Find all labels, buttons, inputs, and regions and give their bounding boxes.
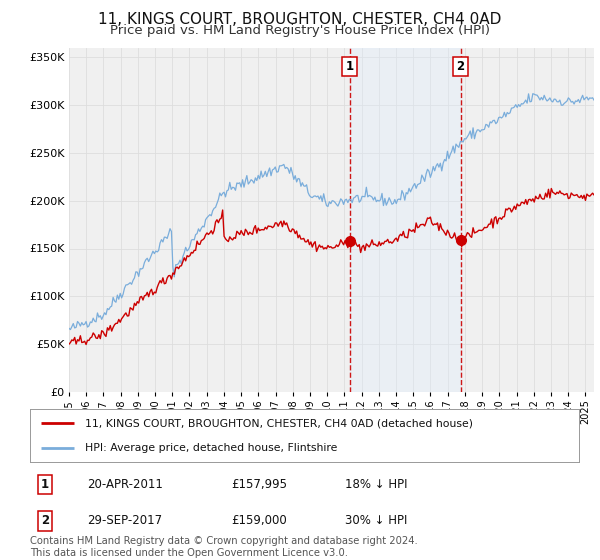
Text: 11, KINGS COURT, BROUGHTON, CHESTER, CH4 0AD (detached house): 11, KINGS COURT, BROUGHTON, CHESTER, CH4…	[85, 418, 473, 428]
Text: 1: 1	[346, 60, 353, 73]
Text: £157,995: £157,995	[231, 478, 287, 491]
Text: Contains HM Land Registry data © Crown copyright and database right 2024.
This d: Contains HM Land Registry data © Crown c…	[30, 536, 418, 558]
Text: 11, KINGS COURT, BROUGHTON, CHESTER, CH4 0AD: 11, KINGS COURT, BROUGHTON, CHESTER, CH4…	[98, 12, 502, 27]
Text: 20-APR-2011: 20-APR-2011	[87, 478, 163, 491]
Text: 2: 2	[41, 514, 49, 528]
Text: HPI: Average price, detached house, Flintshire: HPI: Average price, detached house, Flin…	[85, 442, 337, 452]
Text: 2: 2	[457, 60, 464, 73]
Text: 1: 1	[41, 478, 49, 491]
Text: 30% ↓ HPI: 30% ↓ HPI	[345, 514, 407, 528]
Text: Price paid vs. HM Land Registry's House Price Index (HPI): Price paid vs. HM Land Registry's House …	[110, 24, 490, 36]
Bar	[350, 48, 461, 392]
Text: £159,000: £159,000	[231, 514, 287, 528]
Text: 18% ↓ HPI: 18% ↓ HPI	[345, 478, 407, 491]
Text: 29-SEP-2017: 29-SEP-2017	[87, 514, 162, 528]
